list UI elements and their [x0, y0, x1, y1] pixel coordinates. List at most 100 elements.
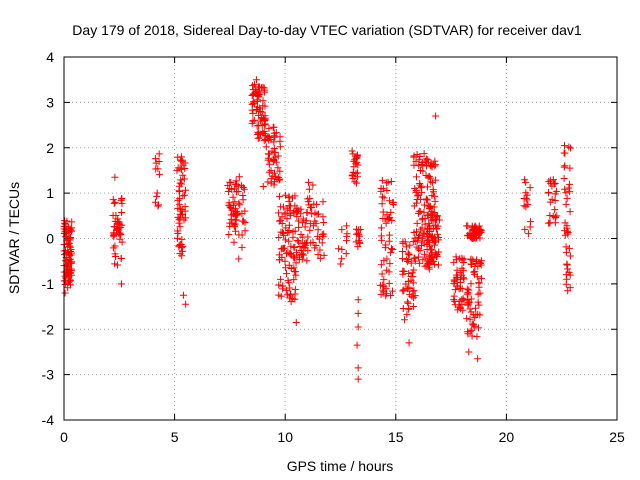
data-point — [404, 249, 412, 257]
data-point — [412, 157, 420, 165]
data-point — [520, 202, 528, 210]
data-point — [414, 191, 422, 199]
data-point — [275, 209, 283, 217]
data-point — [420, 201, 428, 209]
data-point — [152, 155, 160, 163]
data-point — [475, 301, 483, 309]
data-point — [342, 250, 350, 258]
data-point — [275, 281, 283, 289]
data-point — [278, 253, 286, 261]
data-point — [466, 315, 474, 323]
data-point — [248, 91, 256, 99]
data-point — [403, 310, 411, 318]
data-point — [61, 217, 69, 225]
data-point — [381, 244, 389, 252]
data-point — [460, 297, 468, 305]
data-point — [475, 283, 483, 291]
data-point — [276, 167, 284, 175]
data-point — [399, 248, 407, 256]
data-point — [175, 187, 183, 195]
data-points — [60, 76, 575, 383]
data-point — [315, 235, 323, 243]
data-point — [261, 86, 269, 94]
data-point — [411, 257, 419, 265]
data-point — [450, 296, 458, 304]
data-point — [545, 188, 553, 196]
data-point — [383, 179, 391, 187]
data-point — [471, 267, 479, 275]
data-point — [261, 102, 269, 110]
data-point — [477, 274, 485, 282]
data-point — [399, 305, 407, 313]
data-point — [464, 301, 472, 309]
data-point — [472, 304, 480, 312]
data-point — [301, 241, 309, 249]
data-point — [423, 155, 431, 163]
data-point — [564, 230, 572, 238]
data-point — [310, 200, 318, 208]
data-point — [111, 198, 119, 206]
data-point — [378, 193, 386, 201]
data-point — [111, 217, 119, 225]
data-point — [259, 182, 267, 190]
data-point — [302, 217, 310, 225]
data-point — [382, 219, 390, 227]
data-point — [413, 195, 421, 203]
data-point — [401, 316, 409, 324]
data-point — [354, 309, 362, 317]
data-point — [177, 176, 185, 184]
data-point — [284, 276, 292, 284]
x-tick-label: 25 — [609, 429, 625, 445]
data-point — [416, 231, 424, 239]
data-point — [428, 211, 436, 219]
data-point — [416, 247, 424, 255]
data-point — [156, 170, 164, 178]
data-point — [411, 254, 419, 262]
data-point — [283, 270, 291, 278]
data-point — [179, 161, 187, 169]
data-point — [546, 198, 554, 206]
data-point — [259, 97, 267, 105]
data-point — [417, 226, 425, 234]
data-point — [115, 229, 123, 237]
data-point — [276, 175, 284, 183]
data-point — [406, 241, 414, 249]
data-point — [566, 180, 574, 188]
data-point — [356, 226, 364, 234]
data-point — [249, 117, 257, 125]
data-point — [155, 150, 163, 158]
data-point — [389, 199, 397, 207]
data-point — [274, 173, 282, 181]
data-point — [226, 178, 234, 186]
data-point — [116, 220, 124, 228]
data-point — [387, 178, 395, 186]
data-point — [377, 224, 385, 232]
data-point — [388, 287, 396, 295]
plot-frame — [63, 56, 618, 421]
data-point — [181, 203, 189, 211]
data-point — [379, 185, 387, 193]
data-point — [425, 172, 433, 180]
data-point — [306, 194, 314, 202]
data-point — [431, 192, 439, 200]
data-point — [471, 323, 479, 331]
data-point — [429, 236, 437, 244]
data-point — [304, 233, 312, 241]
data-point — [262, 136, 270, 144]
data-point — [231, 208, 239, 216]
data-point — [409, 279, 417, 287]
data-point — [253, 87, 261, 95]
data-point — [255, 121, 263, 129]
data-point — [420, 250, 428, 258]
data-point — [383, 255, 391, 263]
data-point — [109, 212, 117, 220]
data-point — [409, 302, 417, 310]
data-point — [385, 231, 393, 239]
data-point — [450, 278, 458, 286]
data-point — [351, 178, 359, 186]
data-point — [278, 245, 286, 253]
data-point — [382, 284, 390, 292]
data-point — [275, 233, 283, 241]
data-point — [250, 99, 258, 107]
data-point — [522, 189, 530, 197]
